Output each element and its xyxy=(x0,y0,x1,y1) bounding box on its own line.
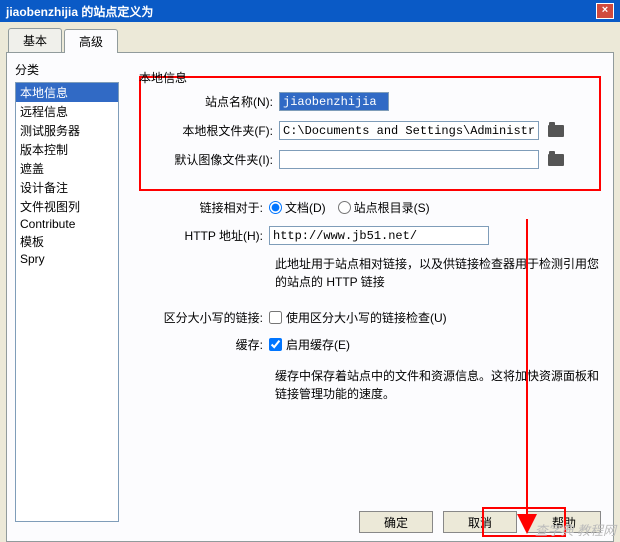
category-item[interactable]: 测试服务器 xyxy=(16,121,118,140)
http-input[interactable] xyxy=(269,226,489,245)
case-checkbox[interactable] xyxy=(269,311,282,324)
browse-root-button[interactable] xyxy=(545,123,567,139)
http-label: HTTP 地址(H): xyxy=(139,227,269,244)
sidebar: 分类 本地信息 远程信息 测试服务器 版本控制 遮盖 设计备注 文件视图列 Co… xyxy=(7,53,127,541)
image-folder-input[interactable] xyxy=(279,150,539,169)
root-folder-input[interactable] xyxy=(279,121,539,140)
category-item[interactable]: Spry xyxy=(16,251,118,267)
case-label: 区分大小写的链接: xyxy=(139,309,269,326)
category-item[interactable]: 版本控制 xyxy=(16,140,118,159)
title-bar: jiaobenzhijia 的站点定义为 × xyxy=(0,0,620,22)
image-folder-label: 默认图像文件夹(I): xyxy=(149,151,279,168)
cache-checkbox-row[interactable]: 启用缓存(E) xyxy=(269,336,350,353)
main-panel: 本地信息 站点名称(N): 本地根文件夹(F): 默认图像文件夹(I): 链接相… xyxy=(127,53,613,541)
tab-content: 分类 本地信息 远程信息 测试服务器 版本控制 遮盖 设计备注 文件视图列 Co… xyxy=(6,52,614,542)
tab-basic[interactable]: 基本 xyxy=(8,28,62,52)
window-title: jiaobenzhijia 的站点定义为 xyxy=(6,3,153,20)
radio-document-input[interactable] xyxy=(269,201,282,214)
radio-document[interactable]: 文档(D) xyxy=(269,199,326,216)
root-folder-label: 本地根文件夹(F): xyxy=(149,122,279,139)
category-item[interactable]: Contribute xyxy=(16,216,118,232)
category-item[interactable]: 远程信息 xyxy=(16,102,118,121)
section-label: 本地信息 xyxy=(139,71,187,85)
browse-image-button[interactable] xyxy=(545,152,567,168)
radio-siteroot-input[interactable] xyxy=(338,201,351,214)
folder-icon xyxy=(548,125,564,137)
folder-icon xyxy=(548,154,564,166)
category-item[interactable]: 设计备注 xyxy=(16,178,118,197)
http-info-text: 此地址用于站点相对链接，以及供链接检查器用于检测引用您的站点的 HTTP 链接 xyxy=(275,255,601,291)
ok-button[interactable]: 确定 xyxy=(359,511,433,533)
watermark: 查字典 教程网 xyxy=(535,520,616,539)
site-name-input[interactable] xyxy=(279,92,389,111)
highlight-box: 站点名称(N): 本地根文件夹(F): 默认图像文件夹(I): xyxy=(139,76,601,191)
category-item[interactable]: 遮盖 xyxy=(16,159,118,178)
close-icon[interactable]: × xyxy=(596,3,614,19)
category-item[interactable]: 模板 xyxy=(16,232,118,251)
radio-siteroot[interactable]: 站点根目录(S) xyxy=(338,199,430,216)
link-relative-label: 链接相对于: xyxy=(139,199,269,216)
tab-advanced[interactable]: 高级 xyxy=(64,29,118,53)
case-checkbox-row[interactable]: 使用区分大小写的链接检查(U) xyxy=(269,309,447,326)
cancel-button[interactable]: 取消 xyxy=(443,511,517,533)
sidebar-label: 分类 xyxy=(15,61,119,78)
category-list[interactable]: 本地信息 远程信息 测试服务器 版本控制 遮盖 设计备注 文件视图列 Contr… xyxy=(15,82,119,522)
tab-strip: 基本 高级 xyxy=(8,28,620,52)
category-item[interactable]: 文件视图列 xyxy=(16,197,118,216)
cache-info-text: 缓存中保存着站点中的文件和资源信息。这将加快资源面板和链接管理功能的速度。 xyxy=(275,367,601,403)
cache-label: 缓存: xyxy=(139,336,269,353)
category-item[interactable]: 本地信息 xyxy=(16,83,118,102)
site-name-label: 站点名称(N): xyxy=(149,93,279,110)
cache-checkbox[interactable] xyxy=(269,338,282,351)
